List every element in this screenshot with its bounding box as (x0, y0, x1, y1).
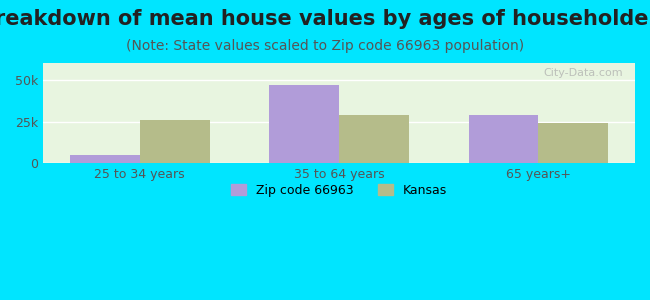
Text: Breakdown of mean house values by ages of householders: Breakdown of mean house values by ages o… (0, 9, 650, 29)
Bar (538, 123, 608, 163)
Text: (Note: State values scaled to Zip code 66963 population): (Note: State values scaled to Zip code 6… (126, 39, 524, 53)
Bar (140, 120, 209, 163)
Bar (469, 115, 538, 163)
Bar (339, 115, 409, 163)
Text: City-Data.com: City-Data.com (543, 68, 623, 78)
Bar (269, 85, 339, 163)
Legend: Zip code 66963, Kansas: Zip code 66963, Kansas (226, 179, 452, 202)
Bar (70, 155, 140, 163)
